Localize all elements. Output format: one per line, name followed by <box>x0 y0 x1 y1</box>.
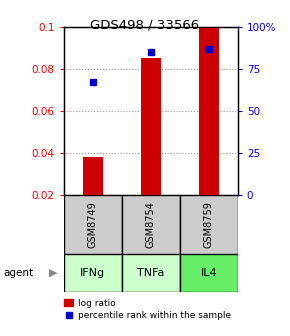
Bar <box>64 254 122 292</box>
Bar <box>141 58 161 195</box>
Bar <box>180 254 238 292</box>
Legend: log ratio, percentile rank within the sample: log ratio, percentile rank within the sa… <box>64 298 231 320</box>
Text: GSM8749: GSM8749 <box>88 201 98 248</box>
Text: GDS498 / 33566: GDS498 / 33566 <box>90 18 200 32</box>
Bar <box>83 157 103 195</box>
Bar <box>122 195 180 254</box>
Text: GSM8759: GSM8759 <box>204 201 214 248</box>
Bar <box>199 27 219 195</box>
Bar <box>64 195 122 254</box>
Text: ▶: ▶ <box>49 268 58 278</box>
Text: GSM8754: GSM8754 <box>146 201 156 248</box>
Text: IL4: IL4 <box>200 268 217 278</box>
Text: IFNg: IFNg <box>80 268 105 278</box>
Text: agent: agent <box>3 268 33 278</box>
Text: TNFa: TNFa <box>137 268 164 278</box>
Bar <box>180 195 238 254</box>
Bar <box>122 254 180 292</box>
